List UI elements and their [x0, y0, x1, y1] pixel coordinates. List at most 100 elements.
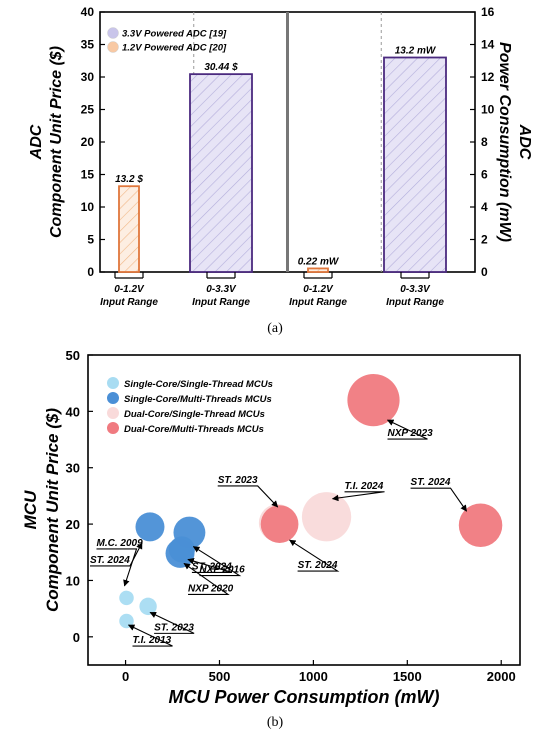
point-annotation: ST. 2024: [298, 560, 338, 571]
legend-marker: [107, 392, 119, 404]
point-annotation: ST. 2023: [154, 622, 194, 633]
y-tick-label: 20: [66, 517, 80, 532]
point-annotation: T.I. 2024: [345, 481, 384, 492]
bar-value-label: 13.2 $: [115, 174, 143, 185]
annotation-arrow: [331, 491, 385, 502]
annotation-arrow: [127, 624, 173, 647]
legend-label: Single-Core/Multi-Threads MCUs: [124, 394, 272, 405]
category-label-line1: 0-3.3V: [206, 284, 237, 295]
y-right-tick-label: 14: [481, 38, 495, 52]
legend-label: 1.2V Powered ADC [20]: [122, 43, 227, 54]
y-left-tick-label: 0: [87, 265, 94, 279]
x-tick-label: 0: [122, 669, 129, 684]
data-point: [260, 505, 299, 543]
y-right-axis-title-line: ADC: [516, 124, 533, 160]
y-tick-label: 30: [66, 461, 80, 476]
data-point: [458, 503, 503, 547]
y-left-tick-label: 40: [81, 5, 95, 19]
panel-a-caption: (a): [267, 321, 283, 336]
x-tick-label: 1500: [393, 669, 422, 684]
point-annotation: ST. 2023: [218, 475, 258, 486]
category-label-line2: Input Range: [100, 297, 158, 308]
point-annotation: ST. 2024: [90, 555, 130, 566]
data-point: [139, 597, 157, 616]
y-left-tick-label: 5: [87, 233, 94, 247]
annotation-arrow: [183, 562, 230, 595]
y-right-tick-label: 0: [481, 265, 488, 279]
annotation-arrow: [187, 557, 233, 574]
y-right-tick-label: 12: [481, 70, 495, 84]
legend-marker: [107, 377, 119, 389]
category-label-line2: Input Range: [386, 297, 444, 308]
panel-b-caption: (b): [267, 715, 284, 730]
y-right-axis-title-line: Power Consumption (mW): [496, 42, 513, 242]
category-label-line1: 0-1.2V: [303, 284, 334, 295]
data-point: [119, 590, 134, 606]
y-tick-label: 0: [73, 630, 80, 645]
y-left-axis-title-line: ADC: [28, 124, 45, 160]
annotation-arrow: [289, 539, 340, 572]
data-point: [135, 512, 165, 542]
y-tick-label: 40: [66, 404, 80, 419]
category-label-line2: Input Range: [192, 297, 250, 308]
y-axis-title: MCU Component Unit Price ($): [21, 408, 62, 612]
x-tick-label: 1000: [299, 669, 328, 684]
y-axis-title-line: MCU: [21, 490, 40, 529]
annotation-arrow: [192, 546, 242, 577]
y-right-tick-label: 10: [481, 103, 495, 117]
y-right-tick-label: 2: [481, 233, 488, 247]
x-tick-label: 2000: [487, 669, 516, 684]
point-annotation: ST. 2024: [411, 477, 451, 488]
bar-value-label: 13.2 mW: [395, 46, 437, 57]
y-left-tick-label: 20: [81, 135, 95, 149]
point-annotation: T.I. 2013: [133, 635, 172, 646]
y-right-axis-title: ADCPower Consumption (mW): [496, 42, 533, 242]
annotation-arrow: [410, 487, 468, 512]
bar: [189, 73, 253, 273]
legend-marker: [107, 407, 119, 419]
data-point: [168, 536, 195, 563]
legend-label: Single-Core/Single-Thread MCUs: [124, 379, 273, 390]
legend-label: Dual-Core/Multi-Threads MCUs: [124, 424, 264, 435]
x-tick-label: 500: [209, 669, 231, 684]
y-left-tick-label: 25: [81, 103, 95, 117]
annotation-arrow: [217, 485, 279, 508]
plot-frame: [87, 354, 521, 666]
y-tick-label: 50: [66, 348, 80, 363]
y-right-tick-label: 8: [481, 135, 488, 149]
y-left-axis-title-line: Component Unit Price ($): [48, 46, 65, 238]
y-axis-title-line: Component Unit Price ($): [43, 408, 62, 612]
bar: [383, 56, 447, 273]
legend-label: 3.3V Powered ADC [19]: [122, 29, 227, 40]
y-left-tick-label: 35: [81, 38, 95, 52]
annotation-arrow: [386, 419, 428, 440]
point-annotation: NXP 2020: [188, 583, 234, 594]
point-annotation: M.C. 2009: [97, 538, 144, 549]
bar-value-label: 30.44 $: [204, 62, 238, 73]
y-left-tick-label: 30: [81, 70, 95, 84]
y-right-tick-label: 6: [481, 168, 488, 182]
category-label-line1: 0-1.2V: [114, 284, 145, 295]
y-left-tick-label: 10: [81, 200, 95, 214]
y-left-axis-title: ADC Component Unit Price ($): [28, 46, 65, 238]
data-point: [347, 373, 400, 427]
x-axis-title: MCU Power Consumption (mW): [169, 687, 440, 707]
data-point: [301, 492, 352, 542]
bar: [307, 267, 329, 273]
y-left-tick-label: 15: [81, 168, 95, 182]
legend-label: Dual-Core/Single-Thread MCUs: [124, 409, 265, 420]
legend-marker: [107, 41, 119, 53]
point-annotation: NXP 2023: [387, 428, 433, 439]
bar: [118, 185, 140, 273]
y-right-tick-label: 4: [481, 200, 488, 214]
category-label-line1: 0-3.3V: [400, 284, 431, 295]
y-right-tick-label: 16: [481, 5, 495, 19]
bar-value-label: 0.22 mW: [298, 256, 340, 267]
annotation-arrow: [149, 611, 195, 634]
y-tick-label: 10: [66, 573, 80, 588]
legend-marker: [107, 27, 119, 39]
legend-marker: [107, 422, 119, 434]
